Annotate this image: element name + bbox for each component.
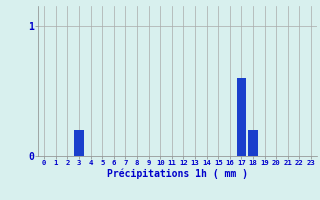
Bar [237,78,246,156]
X-axis label: Précipitations 1h ( mm ): Précipitations 1h ( mm ) [107,169,248,179]
Bar [74,130,84,156]
Bar [248,130,258,156]
